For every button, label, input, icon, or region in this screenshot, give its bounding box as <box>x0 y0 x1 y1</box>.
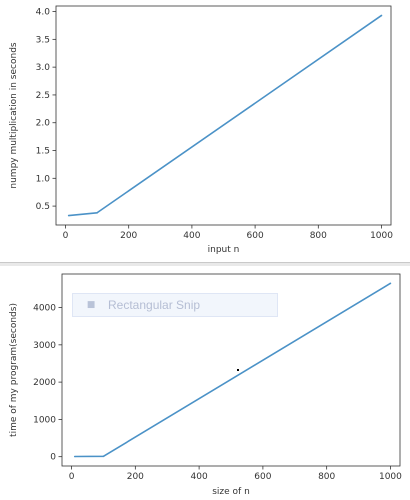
mouse-cursor-dot <box>237 369 239 371</box>
y-tick-label: 0.5 <box>36 202 50 212</box>
data-point <box>96 211 98 214</box>
x-tick-label: 400 <box>183 231 200 241</box>
x-tick-label: 200 <box>120 231 137 241</box>
x-tick-label: 400 <box>191 472 208 482</box>
data-point <box>67 214 70 217</box>
y-tick-label: 2.0 <box>36 119 51 129</box>
data-point <box>73 455 76 458</box>
x-tick-label: 800 <box>310 231 327 241</box>
x-tick-label: 1000 <box>379 472 402 482</box>
snip-label: Rectangular Snip <box>108 298 201 312</box>
y-axis-label: numpy multiplication in seconds <box>9 42 19 189</box>
plot-frame <box>55 5 392 226</box>
panel-divider <box>0 262 410 266</box>
chart-top-svg: 0 200 400 600 800 1000 0.5 1.0 1.5 2.0 2.5 3.0 3.5 4.… <box>9 5 393 255</box>
x-axis-label: size of n <box>212 487 250 497</box>
x-tick-label: 0 <box>69 472 75 482</box>
x-axis-label: input n <box>208 245 240 255</box>
y-tick-label: 2.5 <box>36 91 50 101</box>
y-tick-label: 4000 <box>33 304 56 314</box>
snip-icon: ■ <box>86 300 96 310</box>
series-line <box>68 14 382 217</box>
data-point <box>380 14 383 17</box>
chart-panel-top: 0 200 400 600 800 1000 0.5 1.0 1.5 2.0 2.5 3.0 3.5 4.… <box>9 5 394 255</box>
y-tick-label: 0 <box>50 453 56 463</box>
plot-frame <box>61 273 401 467</box>
x-tick-label: 600 <box>254 472 271 482</box>
y-tick-label: 3.5 <box>36 35 50 45</box>
data-point <box>389 282 392 285</box>
x-tick-label: 0 <box>63 231 69 241</box>
y-axis-label: time of my program(seconds) <box>9 303 19 437</box>
rectangular-snip-overlay[interactable]: ■ Rectangular Snip <box>72 293 278 317</box>
y-tick-label: 3.0 <box>36 63 51 73</box>
y-tick-label: 1.5 <box>36 147 50 157</box>
chart-bottom-svg: 0 200 400 600 800 1000 0 1000 2000 3000 4000 size o… <box>9 273 402 497</box>
x-tick-label: 800 <box>318 472 335 482</box>
x-tick-label: 1000 <box>370 231 393 241</box>
y-tick-label: 4.0 <box>36 8 51 18</box>
y-tick-label: 2000 <box>33 378 56 388</box>
data-point <box>102 455 105 458</box>
x-tick-label: 200 <box>127 472 144 482</box>
y-tick-label: 1000 <box>33 415 56 425</box>
x-tick-label: 600 <box>247 231 264 241</box>
y-tick-label: 1.0 <box>36 174 51 184</box>
y-tick-label: 3000 <box>33 341 56 351</box>
